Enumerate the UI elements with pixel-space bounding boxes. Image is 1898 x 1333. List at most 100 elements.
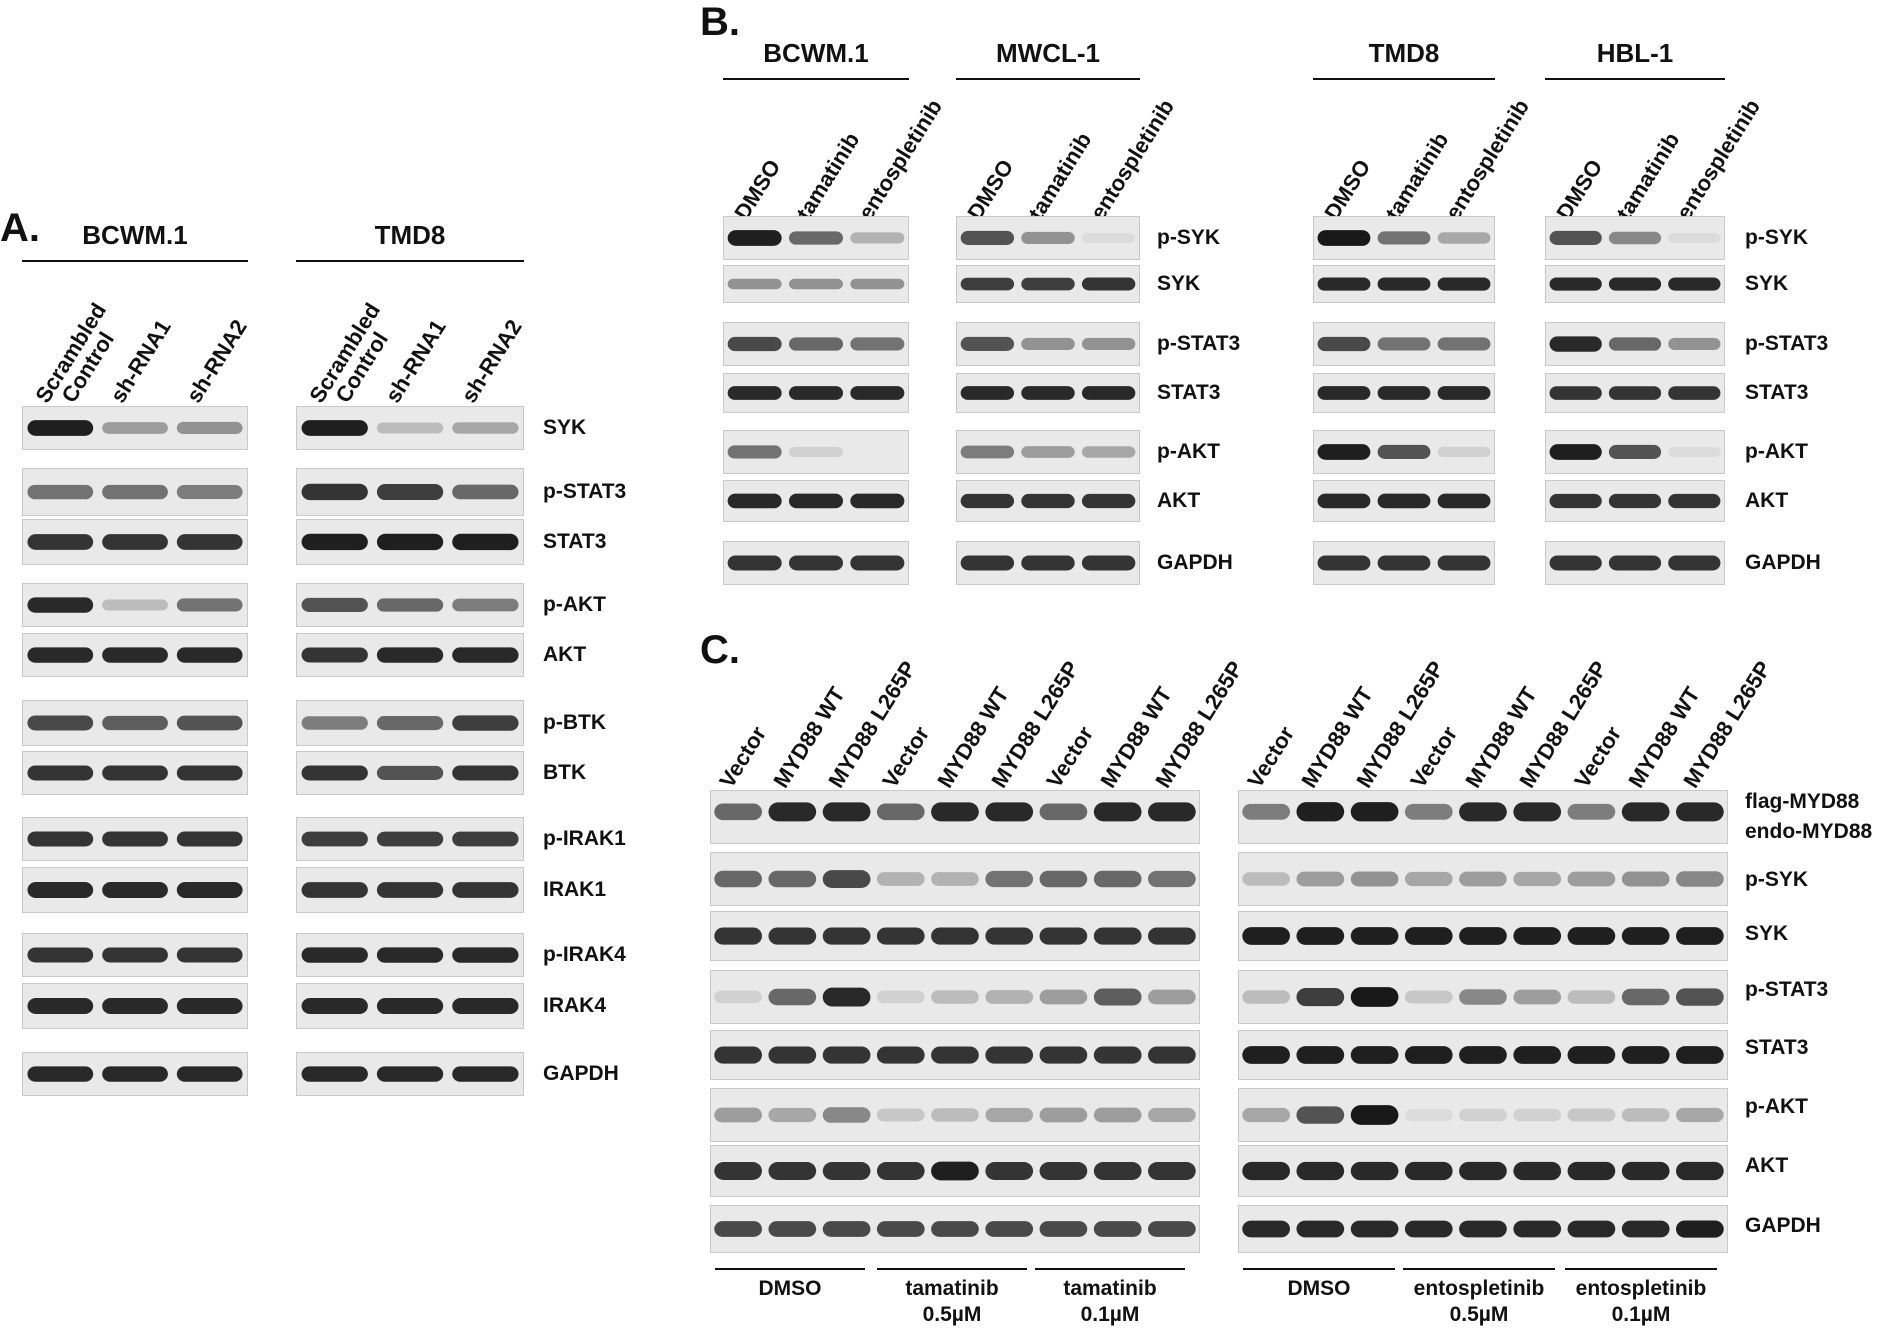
band	[452, 947, 519, 963]
band	[27, 765, 94, 781]
band	[822, 1046, 871, 1064]
blot-bands	[960, 336, 1136, 351]
band	[1621, 1161, 1670, 1181]
blot-bands	[27, 715, 243, 731]
blot-bands	[1317, 555, 1491, 571]
protein-label: p-IRAK1	[543, 827, 626, 850]
blot-strip	[296, 867, 524, 913]
band	[1242, 927, 1290, 945]
band	[1377, 493, 1431, 509]
blot-bands	[727, 493, 905, 509]
band	[822, 870, 871, 888]
band	[822, 927, 871, 945]
lane-label: DMSO	[729, 154, 786, 225]
band	[1621, 1108, 1670, 1122]
blot-bands	[960, 230, 1136, 245]
band	[985, 927, 1034, 945]
band	[176, 997, 243, 1015]
band	[1459, 1108, 1507, 1122]
blot-bands	[301, 947, 519, 963]
band	[176, 647, 243, 663]
protein-label: AKT	[1745, 489, 1789, 512]
band	[788, 555, 844, 571]
band	[1377, 277, 1431, 291]
band	[1676, 1220, 1724, 1238]
panel-letter-c: C.	[700, 628, 740, 672]
band	[960, 277, 1015, 291]
band	[176, 421, 243, 435]
band	[1549, 555, 1602, 571]
band	[960, 493, 1015, 509]
band	[452, 484, 519, 500]
band	[960, 445, 1015, 459]
blot-strip	[710, 1088, 1200, 1142]
band	[850, 278, 905, 290]
band	[1608, 555, 1662, 571]
band	[1093, 1221, 1142, 1237]
blot-strip	[22, 1052, 248, 1096]
band	[1317, 555, 1371, 571]
band	[714, 1107, 762, 1123]
lane-label: entospletinib	[1084, 94, 1179, 225]
band	[1676, 1161, 1724, 1181]
band	[822, 987, 871, 1007]
band	[985, 802, 1034, 822]
blot-bands	[301, 533, 519, 551]
lane-label: entospletinib	[853, 94, 948, 225]
blot-strip	[22, 933, 248, 977]
band	[1350, 987, 1399, 1007]
band	[1621, 927, 1670, 945]
band	[102, 997, 168, 1015]
band	[1296, 1046, 1345, 1064]
condition-underline	[1035, 1268, 1185, 1270]
blot-bands	[1549, 386, 1721, 400]
blot-bands	[727, 278, 905, 290]
blot-strip	[1545, 265, 1725, 303]
band	[1437, 232, 1491, 244]
protein-label: SYK	[1157, 272, 1201, 295]
band	[1377, 444, 1431, 459]
band	[376, 598, 444, 612]
band	[1404, 871, 1453, 887]
band	[1081, 233, 1136, 243]
band	[1567, 1220, 1616, 1238]
band	[985, 990, 1034, 1004]
blot-strip	[956, 322, 1140, 366]
band	[1317, 386, 1371, 400]
condition-label: entospletinib 0.1µM	[1565, 1276, 1717, 1329]
band	[27, 881, 94, 899]
blot-strip	[1238, 970, 1728, 1024]
band	[27, 484, 94, 500]
blot-strip	[296, 933, 524, 977]
blot-bands	[1317, 277, 1491, 291]
lane-label: Scrambled Control	[304, 299, 403, 419]
band	[1317, 230, 1371, 246]
condition-line: 0.5µM	[922, 1303, 982, 1327]
band	[960, 336, 1015, 351]
band	[727, 278, 782, 290]
band	[1404, 803, 1453, 820]
blot-strip	[22, 983, 248, 1029]
blot-strip	[956, 265, 1140, 303]
protein-label: IRAK1	[543, 878, 607, 901]
band	[1513, 927, 1562, 945]
blot-bands	[301, 1066, 519, 1082]
condition-underline	[877, 1268, 1027, 1270]
band	[1148, 802, 1196, 822]
band	[376, 422, 444, 434]
protein-label: SYK	[1745, 922, 1789, 945]
band	[1549, 336, 1602, 352]
blot-strip	[1238, 1145, 1728, 1197]
band	[301, 533, 368, 551]
band	[1437, 277, 1491, 291]
band	[1350, 927, 1399, 945]
band	[1148, 1162, 1196, 1180]
group-header: TMD8	[1368, 38, 1440, 68]
protein-label: p-BTK	[543, 711, 606, 734]
blot-strip	[22, 867, 248, 913]
band	[1081, 493, 1136, 509]
protein-label: STAT3	[1157, 381, 1221, 404]
band	[1513, 1220, 1562, 1238]
band	[822, 1162, 871, 1180]
protein-label: BTK	[543, 761, 587, 784]
